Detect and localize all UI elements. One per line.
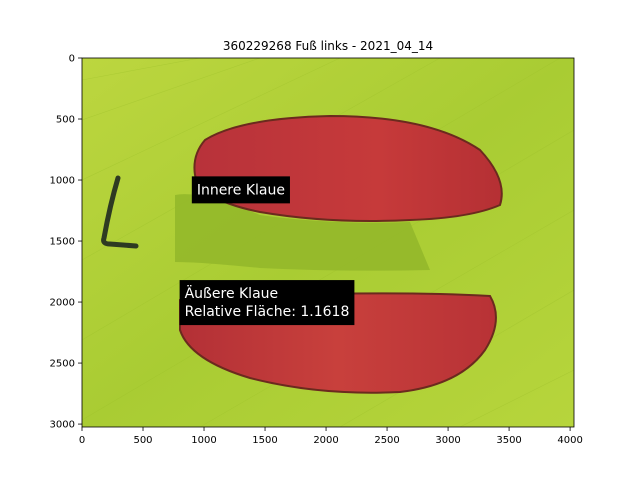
x-tick-label: 2500 [374,435,399,446]
annotation-inner-box [191,176,290,204]
x-tick-label: 0 [79,435,85,446]
annotation-inner-label: Innere Klaue [197,182,285,198]
annotation-outer-area: Relative Fläche: 1.1618 [185,304,350,320]
x-tick-label: 2000 [313,435,338,446]
y-tick-label: 500 [56,115,75,126]
claw-gap-shadow [175,194,430,271]
y-tick-label: 2000 [50,298,75,309]
axes-frame [81,57,575,428]
annotation-outer-claw: Äußere Klaue Relative Fläche: 1.1618 [179,280,355,326]
x-tick-label: 500 [133,435,152,446]
y-axis-ticks: 0 500 1000 1500 2000 2500 3000 [50,54,82,431]
x-tick-label: 3000 [435,435,460,446]
annotation-outer-box [179,280,355,326]
y-tick-label: 1000 [50,176,75,187]
x-axis-ticks: 0 500 1000 1500 2000 2500 3000 3500 4000 [79,427,583,446]
x-tick-label: 1500 [252,435,277,446]
y-tick-label: 0 [69,54,75,65]
photo [82,58,574,427]
x-tick-label: 1000 [191,435,216,446]
y-tick-label: 3000 [50,420,75,431]
annotation-inner-claw: Innere Klaue [191,176,290,204]
marker-l-icon [101,175,139,249]
y-tick-label: 2500 [50,359,75,370]
annotation-outer-label: Äußere Klaue [185,284,279,302]
x-tick-label: 3500 [496,435,521,446]
x-tick-label: 4000 [557,435,582,446]
y-tick-label: 1500 [50,237,75,248]
figure-title: 360229268 Fuß links - 2021_04_14 [223,39,433,53]
